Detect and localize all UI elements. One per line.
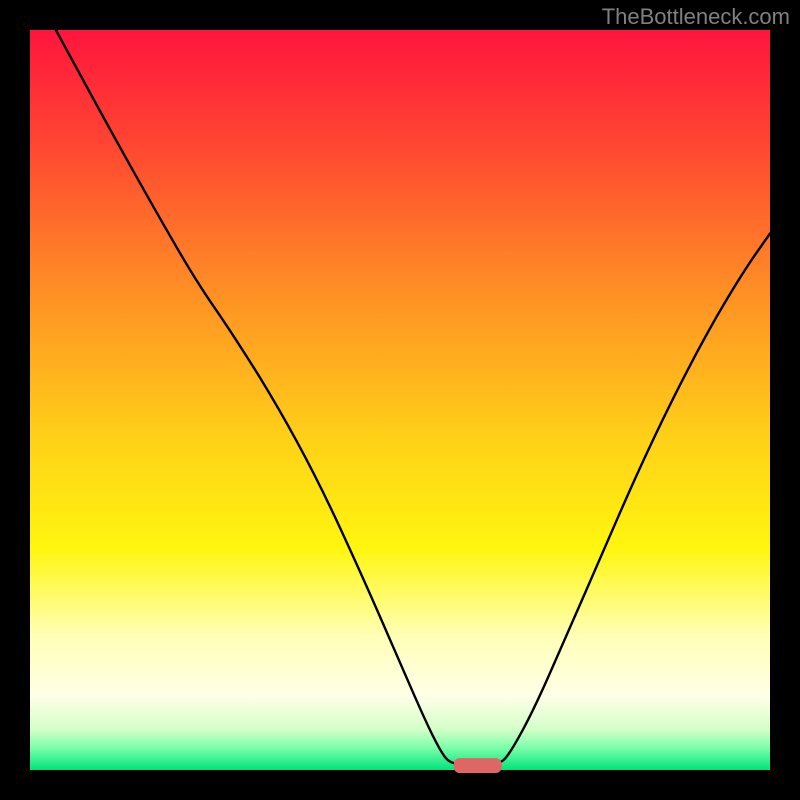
plot-background xyxy=(30,30,770,770)
optimal-point-marker xyxy=(454,758,502,773)
chart-container: TheBottleneck.com xyxy=(0,0,800,800)
bottleneck-curve-chart xyxy=(0,0,800,800)
watermark-label: TheBottleneck.com xyxy=(602,4,790,30)
